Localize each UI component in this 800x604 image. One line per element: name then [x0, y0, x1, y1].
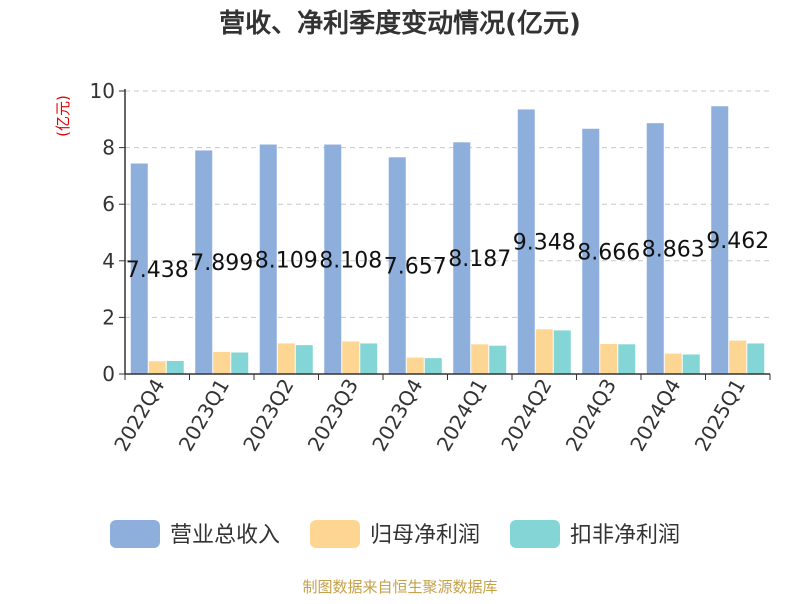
- y-axis-label: (亿元): [54, 95, 72, 137]
- bar-3: [489, 345, 507, 374]
- bar-1: [711, 106, 729, 374]
- data-label: 8.109: [255, 248, 318, 273]
- bar-2: [406, 357, 424, 374]
- data-label: 8.108: [319, 248, 382, 273]
- x-tick-label: 2023Q4: [367, 375, 427, 456]
- y-tick-label: 4: [102, 249, 115, 273]
- bar-2: [213, 351, 231, 374]
- x-tick-label: 2025Q1: [690, 375, 750, 456]
- bar-1: [646, 123, 664, 375]
- bar-2: [277, 343, 295, 374]
- y-tick-label: 6: [102, 192, 115, 216]
- data-label: 8.666: [577, 240, 640, 265]
- x-tick-label: 2022Q4: [109, 375, 169, 456]
- chart-title: 营收、净利季度变动情况(亿元): [219, 8, 581, 39]
- x-tick-label: 2024Q1: [432, 375, 492, 456]
- bar-3: [682, 354, 700, 374]
- data-label: 8.863: [642, 238, 705, 263]
- bar-3: [166, 360, 184, 374]
- bar-2: [342, 341, 360, 374]
- bars: [130, 106, 765, 375]
- x-tick-label: 2023Q3: [303, 375, 363, 456]
- legend-swatch-1: [110, 520, 160, 548]
- x-tick-label: 2023Q1: [174, 375, 234, 456]
- legend-swatch-3: [510, 520, 560, 548]
- legend-label-1: 营业总收入: [170, 523, 280, 548]
- bar-1: [517, 109, 535, 374]
- data-label: 9.348: [513, 231, 576, 256]
- bar-3: [231, 352, 249, 374]
- x-tick-label: 2024Q4: [625, 375, 685, 456]
- bar-3: [618, 344, 636, 374]
- bar-1: [324, 144, 342, 374]
- bar-3: [424, 358, 442, 374]
- y-tick-label: 2: [102, 305, 115, 329]
- y-tick-label: 8: [102, 136, 115, 160]
- y-tick-label: 10: [90, 79, 115, 103]
- legend-label-3: 扣非净利润: [570, 523, 680, 548]
- legend-swatch-2: [310, 520, 360, 548]
- x-tick-label: 2023Q2: [238, 375, 298, 456]
- bar-2: [148, 361, 166, 374]
- data-label: 8.187: [448, 247, 511, 272]
- data-label: 7.899: [190, 251, 253, 276]
- bar-3: [360, 343, 378, 374]
- bar-2: [471, 344, 489, 374]
- bar-2: [600, 344, 618, 374]
- bar-1: [195, 150, 213, 374]
- data-label: 9.462: [706, 229, 769, 254]
- y-tick-label: 0: [102, 362, 115, 386]
- bar-1: [259, 144, 277, 374]
- legend-label-2: 归母净利润: [370, 523, 480, 548]
- bar-1: [388, 157, 406, 374]
- grid-lines: [125, 90, 770, 318]
- bar-3: [747, 343, 765, 374]
- x-tick-label: 2024Q2: [496, 375, 556, 456]
- x-tick-label: 2024Q3: [561, 375, 621, 456]
- bar-1: [130, 163, 148, 374]
- source-note: 制图数据来自恒生聚源数据库: [302, 578, 497, 596]
- data-label: 7.438: [126, 258, 189, 283]
- data-label: 7.657: [384, 255, 447, 280]
- legend: 营业总收入 归母净利润 扣非净利润: [110, 520, 680, 548]
- bar-2: [664, 353, 682, 374]
- bar-1: [453, 142, 471, 374]
- bar-2: [535, 329, 553, 374]
- bar-1: [582, 128, 600, 374]
- bar-3: [295, 345, 313, 374]
- bar-3: [553, 330, 571, 374]
- bar-2: [729, 340, 747, 374]
